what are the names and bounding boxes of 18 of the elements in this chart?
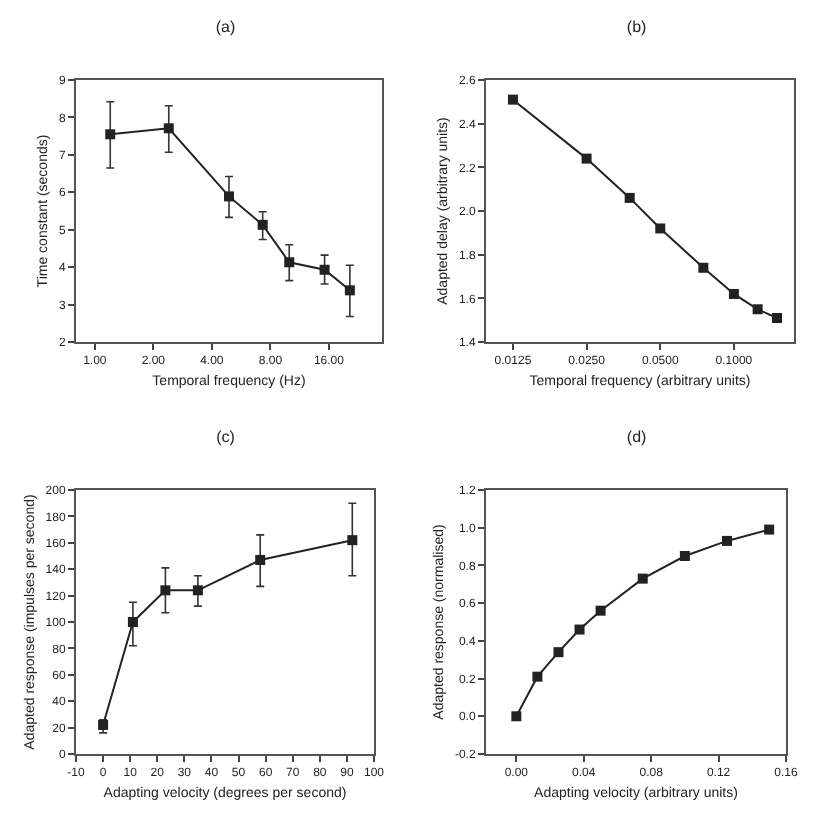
point	[347, 535, 358, 546]
point	[722, 535, 733, 546]
chart-title: (a)	[215, 17, 236, 36]
point	[255, 554, 266, 565]
point	[160, 585, 171, 596]
point	[574, 624, 585, 635]
point	[764, 524, 775, 535]
point	[679, 551, 690, 561]
point	[595, 605, 606, 616]
point	[553, 647, 564, 658]
chart-title: (c)	[216, 427, 236, 446]
point	[532, 671, 543, 682]
point	[511, 711, 522, 722]
chart-title: (b)	[626, 17, 648, 36]
chart-title: (d)	[626, 427, 648, 446]
point	[127, 617, 138, 627]
point	[637, 573, 648, 584]
point	[192, 585, 203, 596]
